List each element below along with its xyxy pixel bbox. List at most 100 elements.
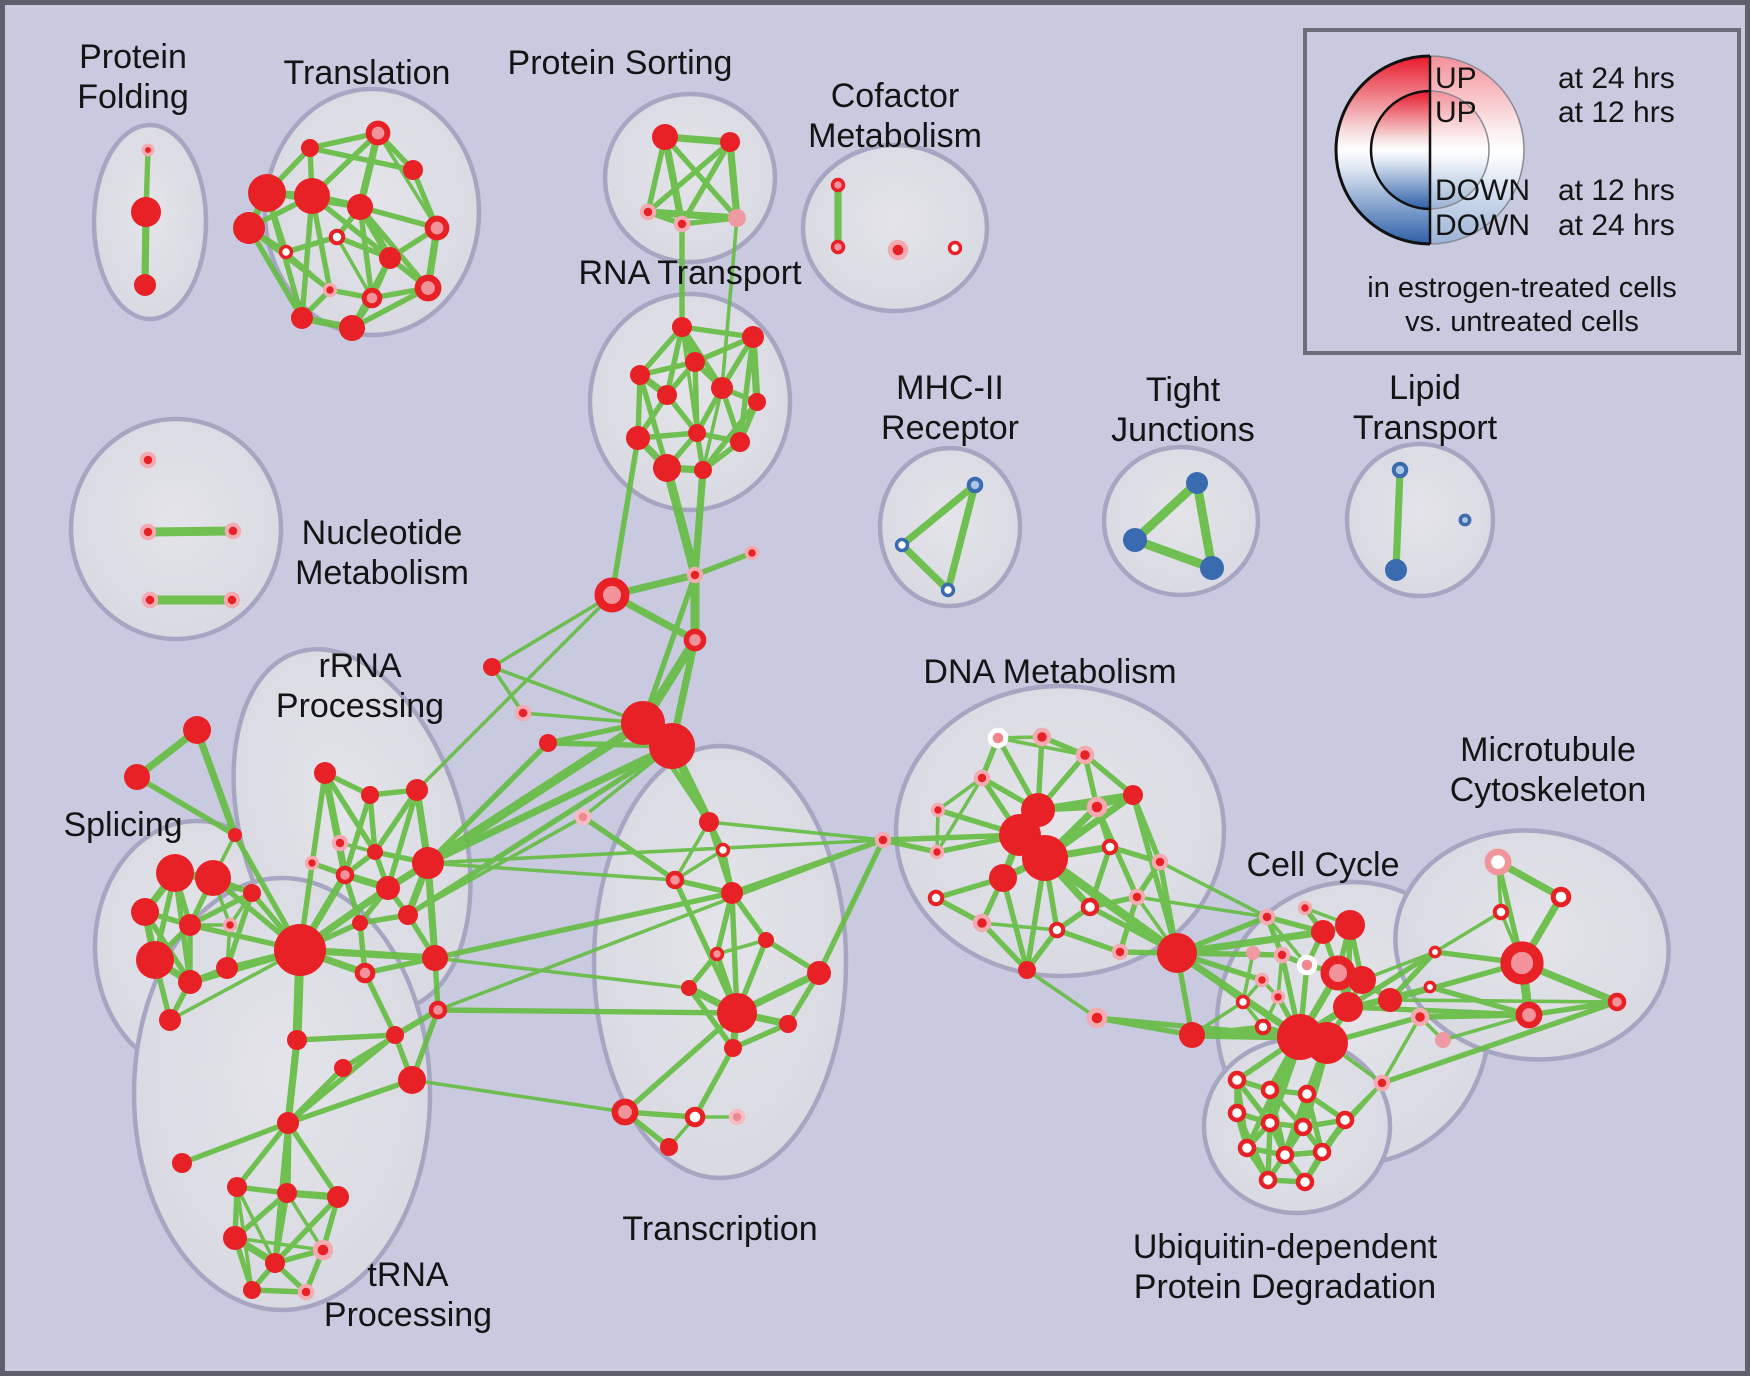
network-edge [609,435,641,598]
network-edge [726,138,741,222]
network-node [422,945,448,971]
network-node [334,1059,352,1077]
network-edge [490,593,614,669]
network-node [159,1009,181,1031]
network-edge [1117,894,1140,955]
network-edge [405,743,675,918]
network-node [483,658,501,676]
network-edge [692,550,755,578]
network-edge [1345,949,1438,1010]
network-edge [1054,927,1123,955]
network-node [874,831,892,849]
network-node [966,476,984,494]
network-edge [1526,999,1620,1018]
network-node [1458,513,1472,527]
network-node [1515,1001,1543,1029]
cluster-label-protein-folding: Protein [79,38,187,76]
network-node [1258,1170,1278,1190]
network-edge [673,848,725,882]
network-edge [720,216,739,390]
network-node [639,203,657,221]
network-node [222,917,238,933]
network-node [1254,972,1270,988]
network-edge [898,541,952,594]
network-node [694,461,712,479]
network-edge [1082,752,1136,798]
network-node [989,864,1017,892]
network-edge [691,466,707,579]
network-node [1378,988,1402,1012]
cluster-ellipse-trna-processing [131,875,433,1313]
network-node [715,842,731,858]
network-edge [730,1021,791,1051]
network-node [1295,1172,1315,1192]
network-node [172,1153,192,1173]
cluster-label-protein-folding: Folding [77,78,189,116]
network-node [1101,838,1119,856]
network-node [653,454,681,482]
network-node [141,591,159,609]
network-edge [357,204,440,231]
cluster-label-nucleotide-metabolism: Nucleotide [302,514,463,552]
network-node [594,577,630,613]
legend-time-label-3: at 24 hrs [1558,209,1675,242]
legend-time-label-1: at 12 hrs [1558,96,1675,129]
network-node [139,451,157,469]
network-node [665,870,685,890]
network-edge [435,1007,740,1016]
network-edge [1025,968,1099,1020]
network-node [274,924,326,976]
network-node [1032,727,1052,747]
legend-direction-label-0: UP [1435,62,1477,95]
network-edge [662,463,700,580]
network-node [927,889,945,907]
network-node [1237,1138,1257,1158]
network-edge [385,787,420,891]
cluster-label-lipid-transport: Lipid [1389,369,1461,407]
cluster-label-tight-junctions: Junctions [1111,411,1255,449]
network-node [1306,1022,1348,1064]
network-node [327,1186,349,1208]
network-edge [980,921,1059,932]
network-node [304,855,320,871]
cluster-label-cofactor-metabolism: Metabolism [808,117,982,155]
network-node [1428,945,1442,959]
network-node [673,215,691,233]
node-layer [124,120,1627,1301]
network-node [1348,966,1376,994]
network-node [1550,886,1572,908]
network-node [243,884,261,902]
legend-time-label-0: at 24 hrs [1558,62,1675,95]
network-node [894,537,910,553]
network-node [720,132,740,152]
cluster-label-cell-cycle: Cell Cycle [1246,846,1399,884]
network-edge [322,770,378,855]
network-edge [1427,984,1532,1018]
network-node [291,307,313,329]
network-node [428,1000,448,1020]
network-edge [367,792,378,855]
network-node [685,352,705,372]
network-node [807,961,831,985]
network-edge [342,792,373,878]
network-edge [686,985,736,1051]
network-node [1048,921,1066,939]
network-edge [1392,466,1404,574]
network-edge [179,1120,291,1166]
network-edge [1130,535,1217,573]
network-node [630,365,650,385]
network-node [711,377,733,399]
network-node [1254,1018,1272,1036]
network-node [1312,1142,1332,1162]
network-edge [335,235,374,300]
network-node [224,522,242,540]
network-node [1123,785,1143,805]
network-node [335,865,355,885]
network-node [277,1112,299,1134]
cluster-label-mhc-ii-receptor: MHC-II [896,369,1004,407]
network-node [611,1098,639,1126]
network-node [347,194,373,220]
network-edge [1040,853,1182,958]
network-node [649,723,695,769]
